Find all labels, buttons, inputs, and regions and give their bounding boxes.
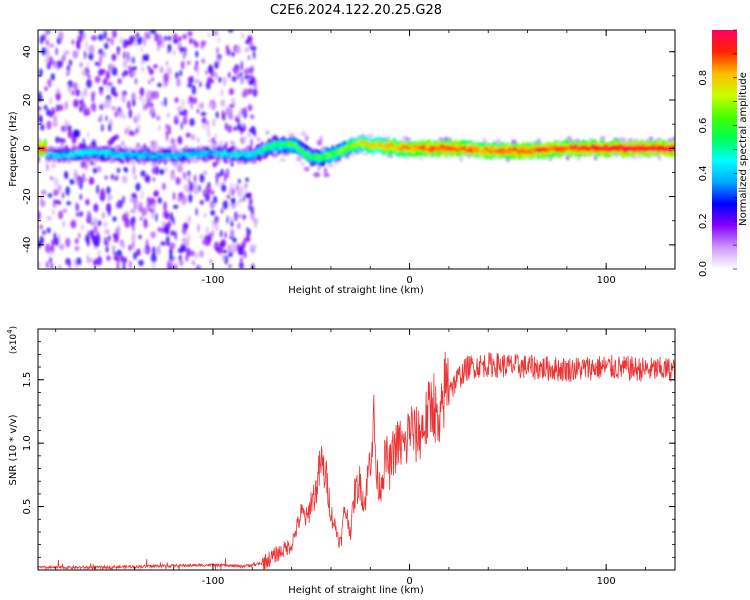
colorbar-tick-label: 0.8 bbox=[698, 70, 709, 86]
colorbar-gradient bbox=[712, 30, 737, 269]
snr-series-line bbox=[38, 351, 675, 570]
x-tick-label: 0 bbox=[406, 275, 412, 286]
x-tick-label: 100 bbox=[597, 275, 616, 286]
x-tick-label: -100 bbox=[202, 576, 225, 587]
snr-multiplier: (x104) bbox=[6, 326, 19, 354]
y-tick-label: 0.5 bbox=[22, 499, 33, 515]
spectrogram-ticks: -100 0 100 -40 -20 0 20 40 bbox=[22, 30, 675, 286]
spectrogram-panel: -100 0 100 -40 -20 0 20 40 Height of straight l… bbox=[8, 29, 676, 296]
x-tick-label: 100 bbox=[597, 576, 616, 587]
colorbar-tick-label: 0.0 bbox=[698, 261, 709, 277]
colorbar-label: Normalized spectral amplitude bbox=[738, 72, 749, 226]
colorbar-tick-label: 0.2 bbox=[698, 213, 709, 229]
snr-panel: -100 0 100 0.5 1.0 1.5 Height of straight lin… bbox=[6, 326, 676, 596]
spectrogram-ylabel: Frequency (Hz) bbox=[8, 111, 19, 187]
y-tick-label: -20 bbox=[22, 188, 33, 204]
colorbar-tick-label: 0.4 bbox=[698, 165, 709, 181]
snr-ylabel: SNR (10 * v/v) bbox=[8, 414, 19, 485]
y-tick-label: 20 bbox=[22, 94, 33, 107]
y-tick-label: 1.0 bbox=[22, 435, 33, 451]
y-tick-label: -40 bbox=[22, 237, 33, 253]
x-tick-label: 0 bbox=[406, 576, 412, 587]
colorbar: 0.0 0.2 0.4 0.6 0.8 Normalized spectral ampl… bbox=[698, 29, 749, 277]
x-tick-label: -100 bbox=[202, 275, 225, 286]
snr-xlabel: Height of straight line (km) bbox=[288, 585, 424, 596]
colorbar-tick-label: 0.6 bbox=[698, 118, 709, 134]
y-tick-label: 1.5 bbox=[22, 372, 33, 388]
y-tick-label: 0 bbox=[22, 145, 33, 151]
spectrogram-heatmap bbox=[38, 30, 675, 269]
spectrogram-frame bbox=[37, 29, 676, 270]
snr-frame bbox=[37, 328, 676, 571]
y-tick-label: 40 bbox=[22, 45, 33, 58]
page-title: C2E6.2024.122.20.25.G28 bbox=[270, 3, 442, 18]
colorbar-ticks: 0.0 0.2 0.4 0.6 0.8 bbox=[698, 29, 737, 277]
snr-ticks: -100 0 100 0.5 1.0 1.5 bbox=[22, 329, 675, 587]
spectrogram-xlabel: Height of straight line (km) bbox=[288, 285, 424, 296]
